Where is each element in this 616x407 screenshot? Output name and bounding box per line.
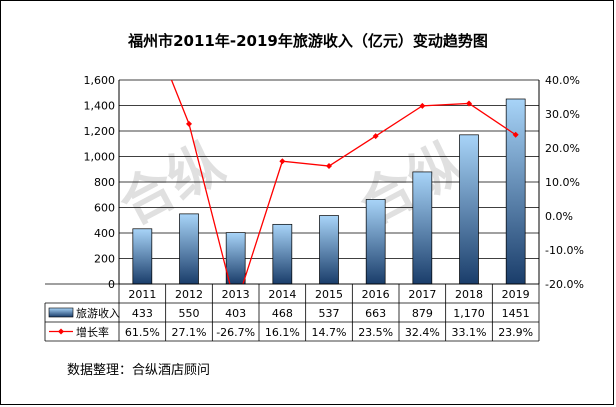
bar-value-label-2016: 663	[365, 307, 386, 320]
legend-bar-label: 旅游收入	[76, 306, 120, 320]
category-label-2014: 2014	[268, 288, 296, 301]
left-tick-label: 1,200	[84, 125, 116, 138]
left-tick-label: 200	[94, 253, 115, 266]
growth-point-2016	[372, 133, 379, 140]
category-label-2016: 2016	[362, 288, 390, 301]
growth-point-2011	[139, 4, 145, 10]
bar-2017	[412, 171, 433, 285]
growth-value-label-2019: 23.9%	[498, 326, 533, 339]
bar-value-label-2011: 433	[132, 307, 153, 320]
right-tick-label: -10.0%	[545, 244, 584, 257]
legend-line-marker	[58, 328, 64, 335]
right-tick-label: 0.0%	[545, 210, 573, 223]
right-tick-label: 30.0%	[545, 108, 580, 121]
growth-value-label-2018: 33.1%	[452, 326, 487, 339]
category-label-2012: 2012	[175, 288, 203, 301]
growth-point-2012	[186, 120, 192, 127]
left-axis-ticks: 0 200 400 600 800 1,000 1,200 1,400 1,600	[84, 74, 116, 291]
category-label-2015: 2015	[315, 288, 343, 301]
growth-value-label-2015: 14.7%	[312, 326, 347, 339]
growth-value-label-2012: 27.1%	[172, 326, 207, 339]
line-series	[139, 4, 519, 284]
bar-2015	[319, 215, 339, 285]
growth-point-2017	[419, 102, 426, 109]
bar-value-label-2015: 537	[319, 307, 340, 320]
left-tick-label: 0	[108, 278, 115, 291]
source-note: 数据整理：合纵酒店顾问	[67, 363, 211, 378]
right-tick-label: 20.0%	[545, 142, 580, 155]
bar-value-label-2014: 468	[272, 307, 293, 320]
left-tick-label: 1,600	[84, 74, 116, 87]
growth-value-label-2011: 61.5%	[125, 326, 160, 339]
bar-2016	[365, 199, 386, 285]
bar-2013	[225, 232, 246, 285]
bar-value-label-2012: 550	[179, 307, 200, 320]
growth-value-label-2017: 32.4%	[405, 326, 440, 339]
legend-line-label: 增长率	[76, 325, 109, 339]
growth-point-2018	[466, 100, 472, 107]
bar-2019	[505, 98, 526, 285]
category-label-2017: 2017	[408, 288, 436, 301]
growth-point-2015	[326, 163, 332, 170]
category-label-2018: 2018	[455, 288, 483, 301]
category-label-2011: 2011	[128, 288, 156, 301]
axes	[118, 80, 540, 284]
bar-series	[132, 98, 526, 285]
growth-value-label-2016: 23.5%	[358, 326, 393, 339]
data-table: 2011 2012 2013 2014 2015 2016 2017 2018 2019 旅游收入…	[44, 283, 540, 342]
left-tick-label: 600	[94, 202, 115, 215]
bar-2012	[179, 213, 199, 285]
growth-point-2014	[279, 158, 286, 165]
bar-2011	[132, 228, 153, 285]
left-tick-label: 800	[94, 176, 115, 189]
growth-point-2019	[512, 131, 519, 138]
bar-value-label-2019: 1451	[502, 307, 530, 320]
legend-bar-swatch	[48, 307, 74, 318]
bar-2014	[272, 223, 293, 285]
category-label-2019: 2019	[502, 288, 530, 301]
bar-value-label-2013: 403	[225, 307, 246, 320]
bar-value-label-2018: 1,170	[453, 307, 485, 320]
left-tick-label: 1,000	[84, 151, 116, 164]
right-tick-label: 10.0%	[545, 176, 580, 189]
growth-value-label-2013: -26.7%	[216, 326, 255, 339]
right-tick-label: -20.0%	[545, 278, 584, 291]
left-tick-label: 400	[94, 227, 115, 240]
bar-value-label-2017: 879	[412, 307, 433, 320]
watermark-1: 合纵	[109, 131, 234, 237]
right-axis-ticks: -20.0% -10.0% 0.0% 10.0% 20.0% 30.0% 40.0%	[545, 74, 584, 291]
right-tick-label: 40.0%	[545, 74, 580, 87]
category-label-2013: 2013	[222, 288, 250, 301]
chart-title: 福州市2011年-2019年旅游收入（亿元）变动趋势图	[128, 32, 488, 50]
bar-2018	[459, 134, 479, 285]
left-tick-label: 1,400	[84, 100, 116, 113]
growth-value-label-2014: 16.1%	[265, 326, 300, 339]
